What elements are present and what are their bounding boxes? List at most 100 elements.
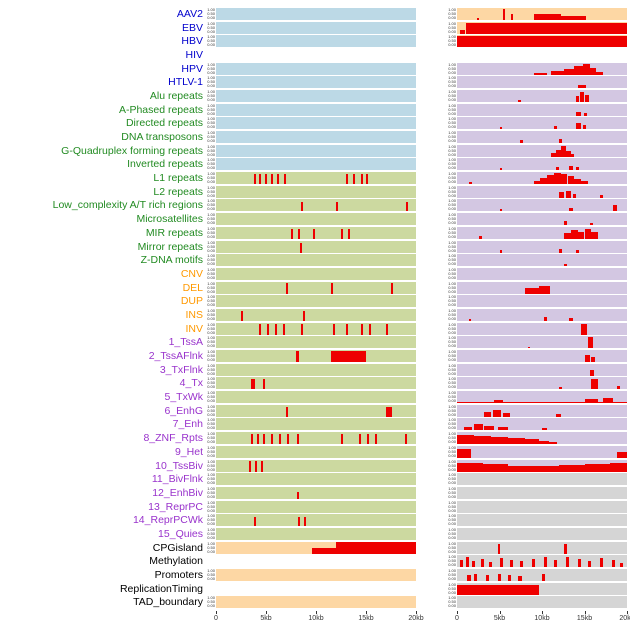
- track-right-aav2: [457, 7, 627, 20]
- signal-bar: [502, 9, 505, 20]
- y-tick-label: 0.00: [207, 206, 215, 212]
- y-axis-ticks: 1.00 0.50 0.00: [206, 569, 216, 581]
- signal-bar: [574, 65, 583, 75]
- y-tick-label: 1.00: [207, 307, 215, 313]
- track-right-methylation: [457, 555, 627, 568]
- y-tick-label: 1.00: [207, 6, 215, 12]
- signal-bar: [540, 177, 548, 185]
- y-axis-ticks: 1.00 0.50 0.00: [206, 514, 216, 526]
- y-tick-label: 0.00: [448, 411, 456, 417]
- signal-bar: [468, 182, 473, 185]
- signal-bar: [603, 398, 614, 404]
- signal-bar: [491, 436, 508, 445]
- panel-gap: [416, 583, 441, 595]
- y-tick-label: 0.00: [207, 165, 215, 171]
- y-tick-label: 0.50: [207, 106, 215, 112]
- signal-bar: [497, 544, 501, 554]
- y-axis-ticks: 1.00 0.50 0.00: [206, 89, 216, 102]
- y-tick-label: 0.50: [207, 120, 215, 126]
- y-tick-label: 1.00: [448, 88, 456, 94]
- row-label-promoters: Promoters: [154, 569, 203, 582]
- x-tick-mark: [499, 611, 501, 615]
- signal-bar: [502, 413, 510, 417]
- track-row-4-tx: 4_Tx 1.00 0.50 0.00 1.00 0.50 0.00: [3, 377, 630, 391]
- y-tick-label: 1.00: [207, 376, 215, 382]
- y-axis-ticks: 1.00 0.50 0.00: [206, 213, 216, 225]
- y-tick-label: 0.00: [207, 28, 215, 34]
- y-axis-ticks: 1.00 0.50 0.00: [441, 596, 457, 608]
- panel-gap: [416, 364, 441, 376]
- signal-bar: [479, 236, 483, 239]
- x-tick-label: 5kb: [493, 615, 506, 623]
- y-tick-label: 1.00: [448, 526, 456, 532]
- signal-bar: [297, 492, 300, 499]
- y-tick-label: 1.00: [448, 513, 456, 519]
- panel-gap: [416, 172, 441, 184]
- signal-bar: [366, 173, 369, 185]
- y-tick-label: 1.00: [448, 157, 456, 163]
- signal-bar: [468, 318, 472, 321]
- signal-bar: [482, 464, 508, 472]
- signal-bar: [599, 195, 604, 198]
- panel-gap: [416, 63, 441, 75]
- panel-gap: [416, 405, 441, 417]
- y-axis-ticks: 1.00 0.50 0.00: [441, 76, 457, 88]
- y-tick-label: 0.50: [207, 175, 215, 181]
- signal-bar: [369, 324, 372, 335]
- row-label-inv: INV: [185, 322, 203, 335]
- signal-bar: [467, 575, 471, 582]
- track-row-9-het: 9_Het 1.00 0.50 0.00 1.00 0.50 0.00: [3, 445, 630, 459]
- track-right-12-enhbiv: [457, 486, 627, 499]
- signal-bar: [559, 191, 565, 198]
- signal-bar: [277, 173, 280, 185]
- signal-bar: [555, 414, 561, 417]
- y-axis-ticks: 1.00 0.50 0.00: [206, 35, 216, 47]
- signal-bar: [480, 558, 484, 568]
- y-axis-ticks: 1.00 0.50 0.00: [206, 596, 216, 608]
- signal-bar: [564, 263, 568, 267]
- track-right-hbv: [457, 35, 627, 48]
- y-axis-ticks: 1.00 0.50 0.00: [441, 21, 457, 34]
- y-tick-label: 0.50: [207, 476, 215, 482]
- row-label-tad-boundary: TAD_boundary: [133, 596, 203, 609]
- track-right-inverted-repeats: [457, 158, 627, 171]
- y-tick-label: 1.00: [207, 417, 215, 423]
- track-row-ins: INS 1.00 0.50 0.00 1.00 0.50 0.00: [3, 308, 630, 322]
- panel-gap: [416, 528, 441, 540]
- y-tick-label: 1.00: [207, 184, 215, 190]
- signal-bar: [301, 201, 304, 212]
- y-tick-label: 0.50: [448, 10, 456, 16]
- y-tick-label: 1.00: [448, 184, 456, 190]
- y-tick-label: 0.50: [207, 407, 215, 413]
- y-axis-ticks: 1.00 0.50 0.00: [441, 267, 457, 280]
- signal-bar: [298, 516, 301, 527]
- y-tick-label: 0.50: [448, 134, 456, 140]
- panel-gap: [416, 377, 441, 389]
- y-tick-label: 0.50: [207, 394, 215, 400]
- x-tick-mark: [366, 611, 367, 615]
- signal-bar: [485, 575, 490, 582]
- y-tick-label: 0.50: [448, 421, 456, 427]
- signal-bar: [550, 153, 556, 157]
- signal-bar: [241, 310, 244, 321]
- y-tick-label: 0.50: [448, 270, 456, 276]
- panel-gap: [416, 569, 441, 581]
- y-tick-label: 0.00: [448, 357, 456, 363]
- y-axis-ticks: 1.00 0.50 0.00: [441, 199, 457, 211]
- signal-bar: [301, 324, 304, 335]
- y-axis-ticks: 1.00 0.50 0.00: [441, 486, 457, 499]
- y-tick-label: 0.00: [448, 439, 456, 445]
- y-tick-label: 1.00: [448, 130, 456, 136]
- y-tick-label: 0.00: [207, 548, 215, 554]
- track-right-15-quies: [457, 527, 627, 540]
- y-tick-label: 0.00: [448, 480, 456, 486]
- y-tick-label: 1.00: [207, 102, 215, 108]
- y-tick-label: 1.00: [448, 581, 456, 587]
- track-left-8-znf-rpts: [216, 432, 416, 445]
- signal-bar: [555, 166, 559, 171]
- y-tick-label: 1.00: [207, 198, 215, 204]
- y-tick-label: 0.50: [448, 572, 456, 578]
- signal-bar: [564, 544, 567, 554]
- track-left-9-het: [216, 445, 416, 458]
- y-tick-label: 0.00: [207, 96, 215, 102]
